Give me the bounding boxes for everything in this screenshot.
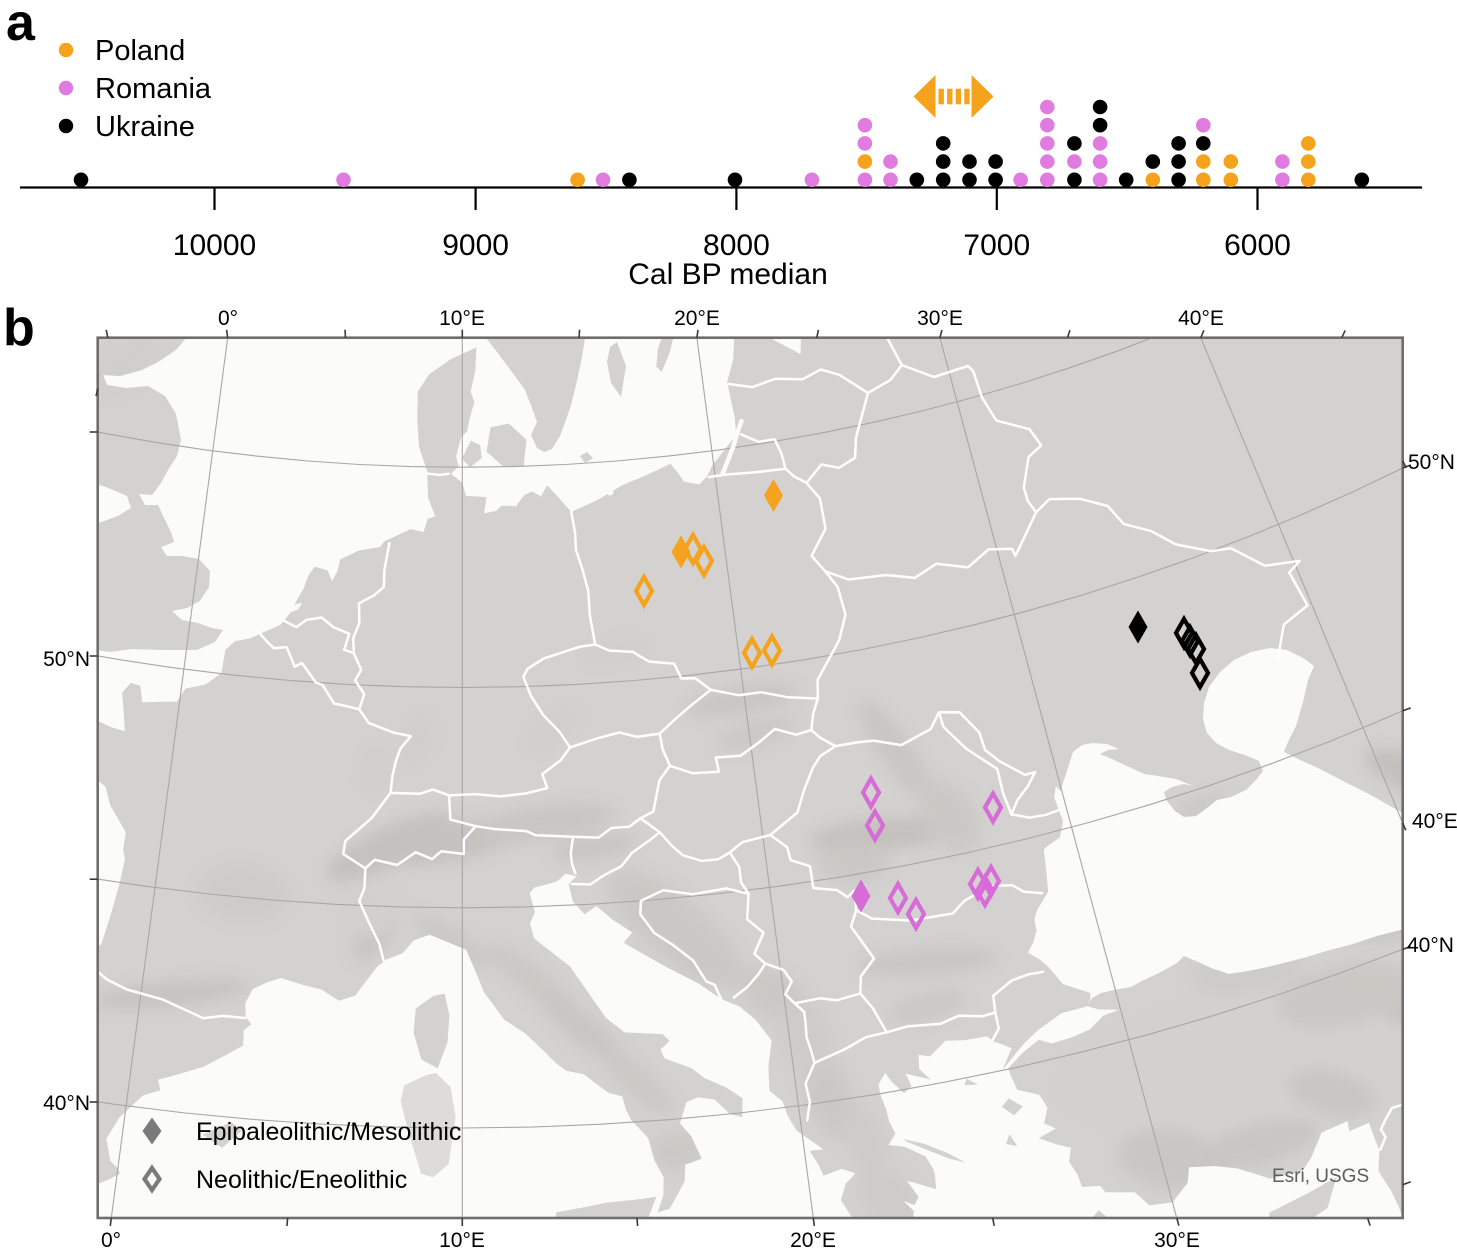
- svg-text:Romania: Romania: [95, 73, 212, 105]
- svg-text:40°N: 40°N: [1407, 934, 1454, 957]
- svg-text:20°E: 20°E: [790, 1229, 836, 1252]
- svg-text:8000: 8000: [703, 229, 770, 262]
- svg-text:Neolithic/Eneolithic: Neolithic/Eneolithic: [196, 1166, 407, 1194]
- svg-text:10°E: 10°E: [439, 307, 485, 330]
- svg-text:Esri, USGS: Esri, USGS: [1272, 1166, 1369, 1187]
- svg-text:50°N: 50°N: [1408, 451, 1455, 474]
- svg-text:30°E: 30°E: [1154, 1229, 1200, 1252]
- svg-text:40°E: 40°E: [1412, 810, 1457, 833]
- svg-text:6000: 6000: [1224, 229, 1291, 262]
- svg-text:20°E: 20°E: [674, 307, 720, 330]
- svg-text:50°N: 50°N: [43, 648, 90, 671]
- svg-text:10°E: 10°E: [439, 1229, 485, 1252]
- svg-text:7000: 7000: [963, 229, 1030, 262]
- svg-text:10000: 10000: [173, 229, 256, 262]
- svg-text:0°: 0°: [101, 1229, 121, 1252]
- svg-text:0°: 0°: [218, 307, 238, 330]
- svg-text:Ukraine: Ukraine: [95, 111, 195, 143]
- svg-text:Cal BP median: Cal BP median: [628, 258, 828, 291]
- svg-text:9000: 9000: [442, 229, 509, 262]
- svg-text:Poland: Poland: [95, 35, 185, 67]
- svg-text:30°E: 30°E: [917, 307, 963, 330]
- svg-text:40°E: 40°E: [1178, 307, 1224, 330]
- svg-text:a: a: [6, 0, 36, 52]
- svg-text:40°N: 40°N: [43, 1092, 90, 1115]
- svg-text:b: b: [3, 299, 35, 357]
- svg-text:Epipaleolithic/Mesolithic: Epipaleolithic/Mesolithic: [196, 1118, 461, 1146]
